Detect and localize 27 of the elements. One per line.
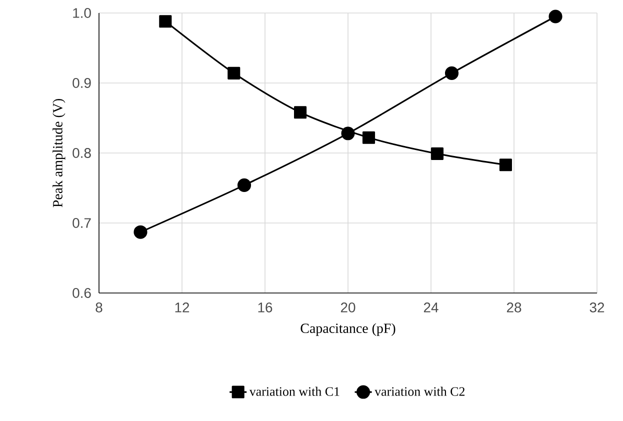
x-tick-label: 16	[258, 302, 272, 312]
y-tick-label: 0.8	[72, 148, 91, 158]
point	[341, 126, 355, 140]
point	[444, 66, 459, 80]
point	[499, 158, 512, 172]
x-axis-title: Capacitance (pF)	[300, 323, 396, 336]
y-tick-label: 0.6	[72, 288, 91, 298]
y-axis-title: Peak amplitude (V)	[52, 99, 66, 208]
x-tick-label: 32	[590, 302, 604, 312]
x-tick-label: 12	[175, 302, 190, 312]
y-tick-label: 1.0	[73, 8, 91, 18]
legend-label: variation with C2	[374, 386, 465, 396]
point	[362, 131, 376, 144]
point	[134, 225, 148, 239]
x-tick-label: 8	[96, 302, 102, 312]
x-tick-label: 28	[506, 302, 522, 312]
y-tick-label: 0.9	[72, 78, 91, 88]
point	[228, 66, 240, 80]
x-tick-label: 24	[424, 302, 438, 312]
point	[430, 147, 444, 160]
point	[237, 178, 252, 192]
x-tick-label: 20	[340, 302, 356, 312]
legend-label: variation with C1	[249, 386, 340, 396]
y-tick-label: 0.7	[72, 218, 91, 228]
point	[159, 15, 172, 28]
point	[294, 106, 307, 119]
point	[548, 10, 562, 24]
